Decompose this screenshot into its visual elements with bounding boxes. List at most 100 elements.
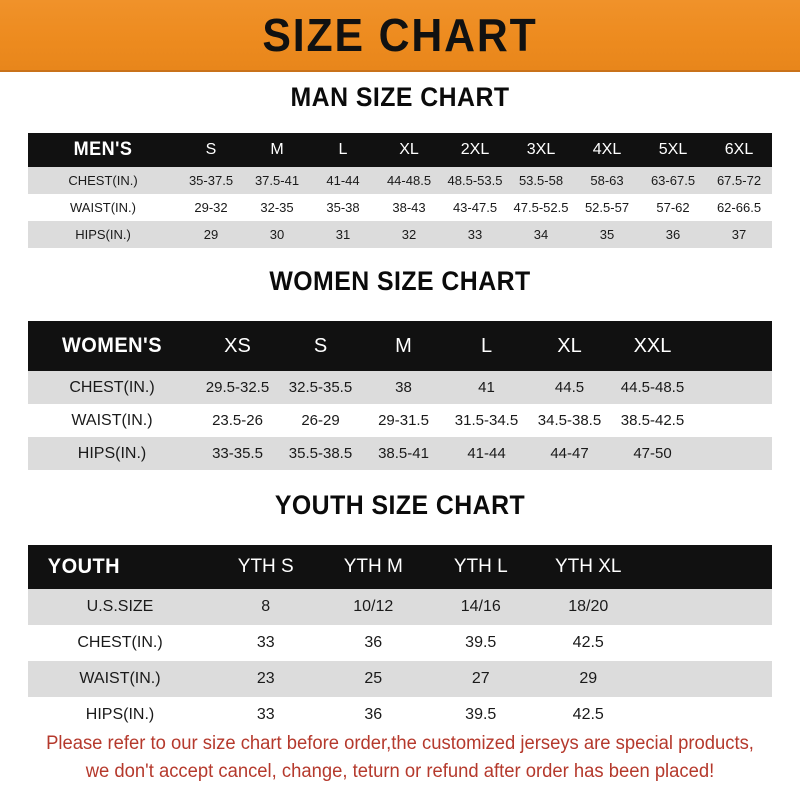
cell: 35.5-38.5 — [279, 437, 362, 470]
cell: 62-66.5 — [706, 194, 772, 221]
column-header-size-7: 5XL — [658, 141, 688, 158]
column-header-spacer — [694, 321, 772, 371]
table-row: HIPS(IN.) 33 36 39.5 42.5 — [28, 697, 772, 733]
cell: 44.5 — [528, 371, 611, 404]
cell: 36 — [319, 625, 427, 661]
cell: 58-63 — [574, 167, 640, 194]
cell: 23.5-26 — [196, 404, 279, 437]
row-label: CHEST(IN.) — [28, 167, 178, 194]
column-header-size-2: L — [338, 141, 348, 158]
cell: 39.5 — [427, 697, 535, 733]
cell: 57-62 — [640, 194, 706, 221]
row-label: WAIST(IN.) — [28, 404, 196, 437]
column-header-size-2: YTH L — [453, 556, 508, 577]
table-header-row: MEN'S S M L XL 2XL 3XL 4XL 5XL 6XL — [28, 133, 772, 167]
size-chart-banner: SIZE CHART — [0, 0, 800, 72]
cell: 44.5-48.5 — [611, 371, 694, 404]
banner-title: SIZE CHART — [262, 9, 538, 61]
youth-size-chart-table: YOUTH YTH S YTH M YTH L YTH XL U.S.SIZE … — [28, 545, 772, 733]
cell: 38-43 — [376, 194, 442, 221]
column-header-size-8: 6XL — [724, 141, 754, 158]
cell: 26-29 — [279, 404, 362, 437]
cell: 25 — [319, 661, 427, 697]
cell: 29-31.5 — [362, 404, 445, 437]
table-row: WAIST(IN.) 23 25 27 29 — [28, 661, 772, 697]
cell: 47-50 — [611, 437, 694, 470]
column-header-size-4: 2XL — [460, 141, 490, 158]
cell: 32.5-35.5 — [279, 371, 362, 404]
cell: 8 — [212, 589, 320, 625]
cell: 44-47 — [528, 437, 611, 470]
cell: 23 — [212, 661, 320, 697]
cell: 39.5 — [427, 625, 535, 661]
cell: 30 — [244, 221, 310, 248]
cell: 14/16 — [427, 589, 535, 625]
cell: 38 — [362, 371, 445, 404]
table-body: U.S.SIZE 8 10/12 14/16 18/20 CHEST(IN.) … — [28, 589, 772, 733]
cell-spacer — [642, 661, 772, 697]
cell: 35-37.5 — [178, 167, 244, 194]
cell-spacer — [642, 589, 772, 625]
table-row: WAIST(IN.) 23.5-26 26-29 29-31.5 31.5-34… — [28, 404, 772, 437]
order-disclaimer: Please refer to our size chart before or… — [12, 730, 788, 785]
column-header-size-0: S — [205, 141, 217, 158]
cell: 36 — [319, 697, 427, 733]
cell: 36 — [640, 221, 706, 248]
cell: 27 — [427, 661, 535, 697]
cell: 34.5-38.5 — [528, 404, 611, 437]
cell: 38.5-42.5 — [611, 404, 694, 437]
table-row: CHEST(IN.) 29.5-32.5 32.5-35.5 38 41 44.… — [28, 371, 772, 404]
cell: 44-48.5 — [376, 167, 442, 194]
column-header-rowlabel: MEN'S — [73, 139, 133, 160]
cell: 10/12 — [319, 589, 427, 625]
column-header-size-1: S — [313, 334, 328, 357]
cell: 47.5-52.5 — [508, 194, 574, 221]
cell-spacer — [694, 437, 772, 470]
cell: 48.5-53.5 — [442, 167, 508, 194]
row-label: HIPS(IN.) — [28, 437, 196, 470]
table-header-row: WOMEN'S XS S M L XL XXL — [28, 321, 772, 371]
column-header-size-5: XXL — [633, 334, 672, 357]
disclaimer-line-1: Please refer to our size chart before or… — [46, 733, 754, 754]
youth-size-chart-section: YOUTH SIZE CHART YOUTH YTH S YTH M YTH L… — [0, 492, 800, 733]
column-header-size-3: YTH XL — [554, 556, 622, 577]
table-body: CHEST(IN.) 29.5-32.5 32.5-35.5 38 41 44.… — [28, 371, 772, 470]
cell: 31 — [310, 221, 376, 248]
column-header-size-6: 4XL — [592, 141, 622, 158]
man-size-chart-table: MEN'S S M L XL 2XL 3XL 4XL 5XL 6XL CHEST… — [28, 133, 772, 248]
column-header-rowlabel: YOUTH — [47, 555, 120, 578]
cell: 37.5-41 — [244, 167, 310, 194]
table-row: CHEST(IN.) 33 36 39.5 42.5 — [28, 625, 772, 661]
cell: 33 — [212, 625, 320, 661]
cell: 67.5-72 — [706, 167, 772, 194]
youth-size-chart-title: YOUTH SIZE CHART — [274, 490, 526, 520]
women-size-chart-table: WOMEN'S XS S M L XL XXL CHEST(IN.) 29.5-… — [28, 321, 772, 470]
column-header-size-2: M — [395, 334, 412, 357]
cell: 29.5-32.5 — [196, 371, 279, 404]
women-size-chart-section: WOMEN SIZE CHART WOMEN'S XS S M L XL XXL… — [0, 268, 800, 470]
table-header: MEN'S S M L XL 2XL 3XL 4XL 5XL 6XL — [28, 133, 772, 167]
cell: 52.5-57 — [574, 194, 640, 221]
cell: 42.5 — [534, 625, 642, 661]
table-row: HIPS(IN.) 29 30 31 32 33 34 35 36 37 — [28, 221, 772, 248]
man-size-chart-title: MAN SIZE CHART — [290, 82, 510, 112]
row-label: CHEST(IN.) — [28, 625, 212, 661]
row-label: HIPS(IN.) — [28, 697, 212, 733]
cell: 42.5 — [534, 697, 642, 733]
column-header-size-0: YTH S — [237, 556, 294, 577]
cell-spacer — [694, 404, 772, 437]
cell: 41 — [445, 371, 528, 404]
cell: 41-44 — [310, 167, 376, 194]
column-header-rowlabel: WOMEN'S — [61, 334, 163, 357]
cell: 43-47.5 — [442, 194, 508, 221]
cell: 32-35 — [244, 194, 310, 221]
cell: 18/20 — [534, 589, 642, 625]
column-header-size-0: XS — [224, 334, 251, 357]
cell: 29 — [534, 661, 642, 697]
table-body: CHEST(IN.) 35-37.5 37.5-41 41-44 44-48.5… — [28, 167, 772, 248]
cell: 32 — [376, 221, 442, 248]
cell: 33-35.5 — [196, 437, 279, 470]
row-label: WAIST(IN.) — [28, 661, 212, 697]
table-row: U.S.SIZE 8 10/12 14/16 18/20 — [28, 589, 772, 625]
row-label: HIPS(IN.) — [28, 221, 178, 248]
